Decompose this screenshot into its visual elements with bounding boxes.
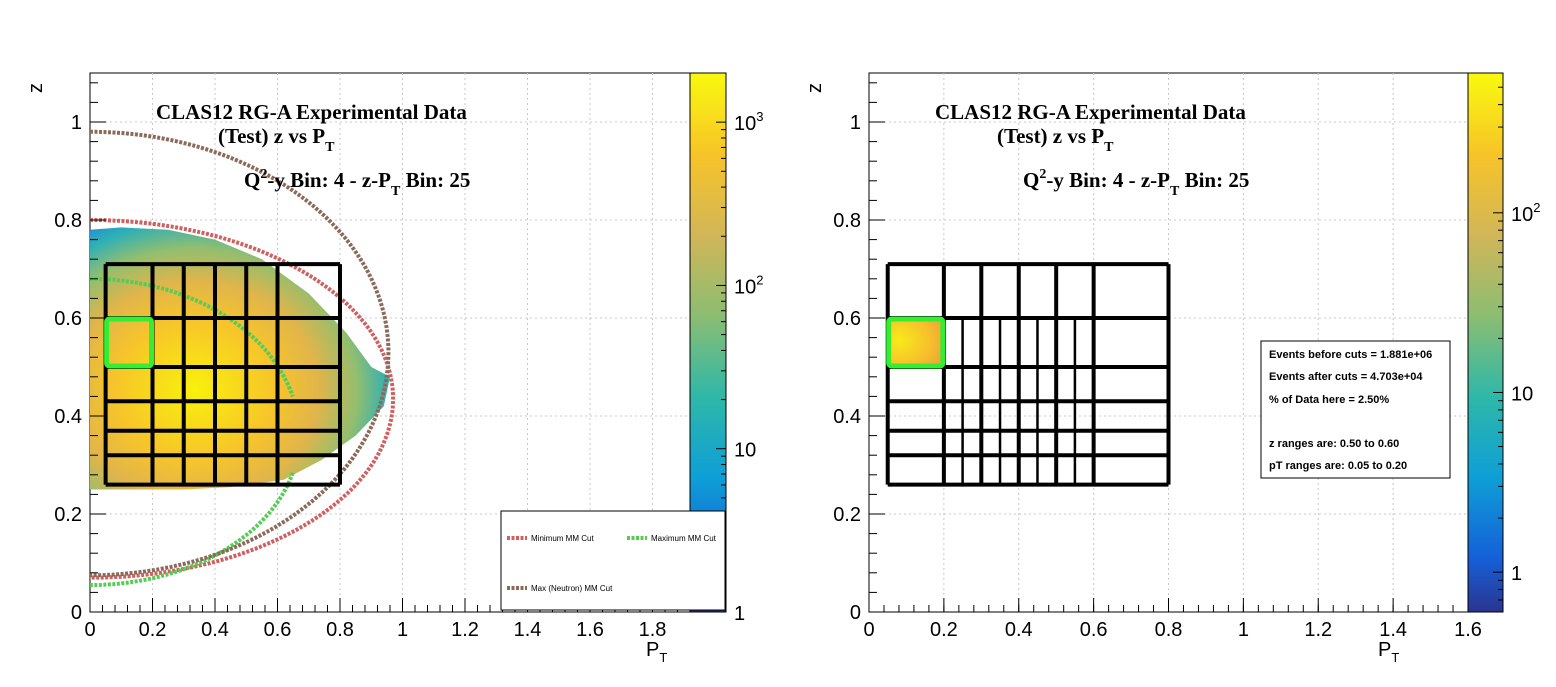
stats-line: Events before cuts = 1.881e+06: [1269, 349, 1432, 361]
x-tick-label: 0.6: [264, 619, 292, 641]
colorbar-label: 102: [734, 272, 763, 298]
y-tick-label: 0.6: [833, 308, 861, 330]
chart-title: CLAS12 RG-A Experimental Data(Test) z vs…: [156, 100, 470, 199]
x-tick-label: 1.6: [1454, 619, 1482, 641]
legend-label: Max (Neutron) MM Cut: [531, 584, 613, 593]
y-tick-label: 0.4: [54, 406, 82, 428]
y-tick-label: 0.6: [54, 308, 82, 330]
x-axis-ticks: 0 0.2 0.4 0.6 0.8 1 1.2 1.4 1.6 1.8: [84, 598, 691, 641]
x-tick-label: 1.4: [514, 619, 542, 641]
x-axis-label: PT: [646, 639, 667, 665]
y-tick-label: 0.8: [833, 210, 861, 232]
y-axis-label: z: [804, 83, 826, 93]
highlighted-bin: [886, 316, 946, 369]
title-line-2: (Test) z vs PT: [997, 124, 1114, 155]
stats-box: Events before cuts = 1.881e+06 Events aft…: [1260, 340, 1451, 479]
maximum-mm-cut-curve-lower: [90, 472, 295, 587]
highlighted-bin: [104, 316, 154, 369]
colorbar-gradient: [1467, 72, 1504, 613]
x-tick-label: 0.6: [1080, 619, 1108, 641]
chart-title: CLAS12 RG-A Experimental Data(Test) z vs…: [935, 100, 1249, 199]
x-tick-label: 1.6: [576, 619, 604, 641]
stats-line: pT ranges are: 0.05 to 0.20: [1269, 460, 1407, 472]
neutron-mm-cut-curve-upper: [90, 129, 391, 353]
x-tick-label: 1: [397, 619, 408, 641]
colorbar-label: 1: [734, 603, 745, 625]
title-line-1: CLAS12 RG-A Experimental Data: [156, 100, 467, 124]
legend-box: [500, 510, 726, 611]
colorbar: 1 10 102: [1467, 72, 1540, 613]
colorbar: 1 10 102 103: [689, 72, 763, 625]
y-tick-label: 1: [71, 112, 82, 134]
x-tick-label: 0: [863, 619, 874, 641]
stats-line: z ranges are: 0.50 to 0.60: [1269, 438, 1399, 450]
y-axis-label: z: [25, 83, 47, 93]
x-tick-label: 1: [1238, 619, 1249, 641]
x-tick-label: 1.4: [1379, 619, 1407, 641]
colorbar-label: 103: [734, 109, 763, 135]
x-axis-ticks: 0 0.2 0.4 0.6 0.8 1 1.2 1.4 1.6: [863, 598, 1482, 641]
legend-label: Maximum MM Cut: [651, 534, 717, 543]
y-tick-label: 0.2: [833, 504, 861, 526]
colorbar-label: 10: [734, 440, 756, 462]
heatmap-region: [90, 227, 390, 490]
y-tick-label: 0.8: [54, 210, 82, 232]
heatmap-bin-fill: [887, 318, 944, 367]
x-tick-label: 0.2: [139, 619, 167, 641]
colorbar-label: 1: [1511, 563, 1522, 585]
y-tick-label: 0.2: [54, 504, 82, 526]
title-line-3: Q2-y Bin: 4 - z-PT Bin: 25: [1023, 167, 1249, 199]
colorbar-label: 10: [1511, 383, 1533, 405]
y-tick-label: 0: [71, 602, 82, 624]
x-tick-label: 0.8: [326, 619, 354, 641]
y-tick-label: 1: [850, 112, 861, 134]
stats-line: Events after cuts = 4.703e+04: [1269, 371, 1423, 383]
x-axis-label: PT: [1378, 639, 1399, 665]
left-panel: 0 0.2 0.4 0.6 0.8 1 1.2 1.4 1.6 1.8 0 0.2 0.4 0.6 0.8…: [25, 72, 763, 665]
stats-box-frame: [1260, 340, 1451, 479]
x-tick-label: 1.2: [451, 619, 479, 641]
neutron-mm-cut-curve-lower: [89, 352, 391, 578]
title-line-1: CLAS12 RG-A Experimental Data: [935, 100, 1246, 124]
colorbar-label: 102: [1511, 200, 1540, 226]
stats-line: % of Data here = 2.50%: [1269, 394, 1389, 406]
legend: Minimum MM Cut Maximum MM Cut Max (Neutron…: [500, 510, 726, 611]
x-tick-label: 0.4: [1005, 619, 1033, 641]
title-line-3: Q2-y Bin: 4 - z-PT Bin: 25: [244, 167, 470, 199]
x-tick-label: 0.4: [201, 619, 229, 641]
y-tick-label: 0: [850, 602, 861, 624]
x-tick-label: 0.2: [930, 619, 958, 641]
y-axis-ticks: 0 0.2 0.4 0.6 0.8 1: [833, 82, 885, 624]
x-tick-label: 1.8: [639, 619, 667, 641]
x-tick-label: 0.8: [1155, 619, 1183, 641]
right-panel: 0 0.2 0.4 0.6 0.8 1 1.2 1.4 1.6 0 0.2 0.4 0.6 0.8 1 1…: [804, 72, 1540, 665]
x-tick-label: 0: [84, 619, 95, 641]
minimum-mm-cut-curve: [89, 218, 396, 580]
x-tick-label: 1.2: [1304, 619, 1332, 641]
y-tick-label: 0.4: [833, 406, 861, 428]
y-axis-ticks: 0 0.2 0.4 0.6 0.8 1: [54, 82, 106, 624]
legend-label: Minimum MM Cut: [531, 534, 594, 543]
title-line-2: (Test) z vs PT: [218, 124, 335, 155]
